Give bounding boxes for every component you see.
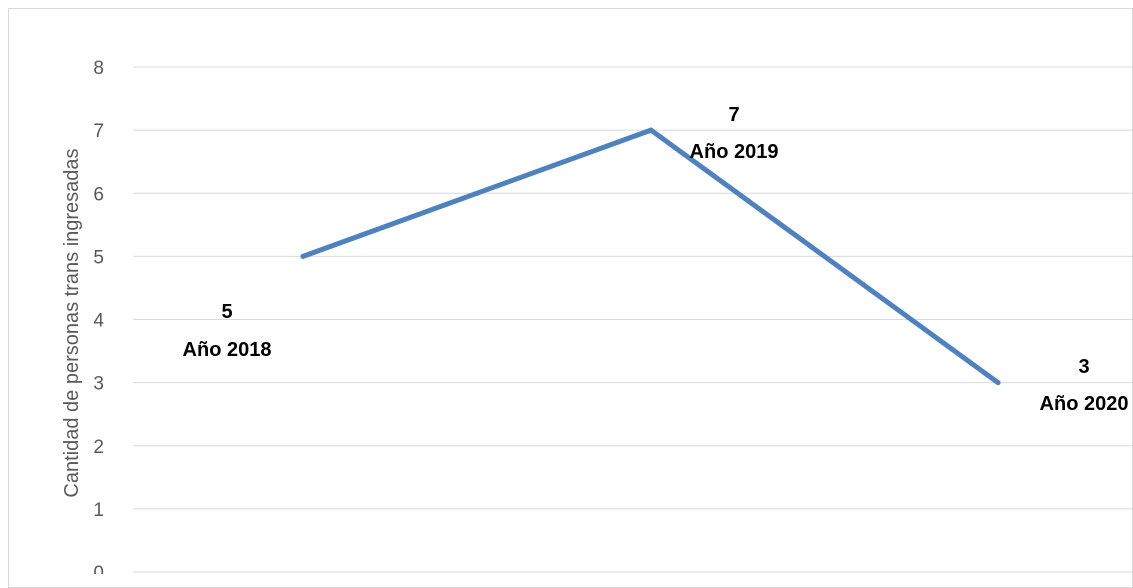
data-point-2 — [648, 127, 654, 133]
y-tick-label-7: 7 — [93, 121, 104, 142]
y-tick-label-0: 0 — [93, 563, 104, 574]
data-point-1 — [300, 253, 306, 259]
y-axis-label: Cantidad de personas trans ingresadas — [61, 148, 83, 497]
data-label-value-2: 7 — [728, 104, 739, 126]
y-tick-label-8: 8 — [93, 58, 104, 79]
gridlines — [133, 66, 1133, 573]
data-label-category-3: Año 2020 — [1040, 393, 1129, 415]
y-tick-label-5: 5 — [93, 247, 104, 268]
data-label-value-3: 3 — [1078, 356, 1089, 378]
data-label-category-2: Año 2019 — [690, 141, 779, 163]
line-chart: 0 1 2 3 4 5 6 7 8 Cantidad de personas trans ing… — [61, 58, 1133, 574]
series — [300, 127, 1001, 386]
data-labels: 5 Año 2018 7 Año 2019 3 Año 2020 — [183, 104, 1129, 415]
y-axis-tick-labels: 0 1 2 3 4 5 6 7 8 — [93, 58, 104, 574]
y-tick-label-3: 3 — [93, 374, 104, 395]
y-tick-label-6: 6 — [93, 184, 104, 205]
data-point-3 — [995, 380, 1001, 386]
y-tick-label-2: 2 — [93, 437, 104, 458]
y-tick-label-1: 1 — [93, 500, 104, 521]
data-label-category-1: Año 2018 — [183, 339, 272, 361]
data-label-value-1: 5 — [221, 301, 232, 323]
y-tick-label-4: 4 — [93, 311, 104, 332]
